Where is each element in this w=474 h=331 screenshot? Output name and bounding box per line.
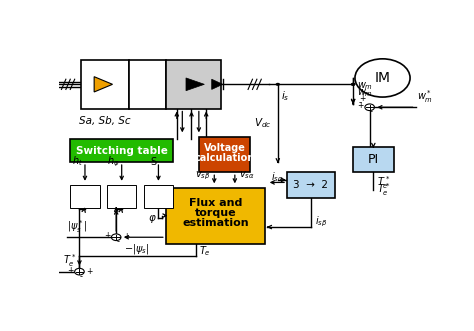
FancyBboxPatch shape bbox=[107, 185, 137, 208]
Circle shape bbox=[351, 83, 356, 86]
FancyBboxPatch shape bbox=[166, 188, 265, 244]
Text: $V_{dc}$: $V_{dc}$ bbox=[254, 117, 272, 130]
Text: +: + bbox=[104, 231, 110, 240]
Text: -: - bbox=[80, 272, 83, 281]
Text: -: - bbox=[359, 98, 362, 107]
Polygon shape bbox=[212, 79, 223, 89]
Text: $i_s$: $i_s$ bbox=[282, 90, 290, 103]
Text: +: + bbox=[67, 266, 73, 275]
Text: $|\psi_s^*|$: $|\psi_s^*|$ bbox=[66, 218, 87, 235]
FancyBboxPatch shape bbox=[287, 172, 335, 198]
Text: $T_e^*$: $T_e^*$ bbox=[377, 174, 390, 191]
Text: -: - bbox=[117, 237, 119, 246]
Text: Flux and: Flux and bbox=[189, 198, 242, 208]
FancyBboxPatch shape bbox=[129, 60, 166, 109]
Text: $w_m$: $w_m$ bbox=[357, 80, 373, 92]
Text: $v_{s\beta}$: $v_{s\beta}$ bbox=[195, 170, 210, 182]
FancyBboxPatch shape bbox=[70, 185, 100, 208]
Circle shape bbox=[355, 59, 410, 97]
Text: $-|\psi_s|$: $-|\psi_s|$ bbox=[124, 242, 149, 256]
FancyBboxPatch shape bbox=[144, 185, 173, 208]
Text: S: S bbox=[150, 157, 156, 166]
Text: Sa, Sb, Sc: Sa, Sb, Sc bbox=[79, 116, 131, 126]
Text: $\varphi$: $\varphi$ bbox=[148, 213, 156, 225]
Text: PI: PI bbox=[368, 153, 379, 166]
Circle shape bbox=[351, 83, 356, 86]
Text: $h_t$: $h_t$ bbox=[72, 155, 83, 168]
Text: $v_{s\alpha}$: $v_{s\alpha}$ bbox=[238, 169, 254, 181]
Circle shape bbox=[365, 104, 374, 111]
Text: +: + bbox=[359, 94, 365, 103]
Text: +: + bbox=[86, 267, 92, 276]
Circle shape bbox=[275, 83, 280, 86]
Text: torque: torque bbox=[194, 208, 236, 218]
Polygon shape bbox=[94, 77, 112, 92]
Text: $T_e^*$: $T_e^*$ bbox=[377, 182, 390, 199]
FancyBboxPatch shape bbox=[199, 137, 250, 172]
Text: 3  →  2: 3 → 2 bbox=[293, 180, 328, 190]
FancyBboxPatch shape bbox=[70, 139, 173, 162]
Text: calculation: calculation bbox=[194, 153, 255, 163]
Text: Switching table: Switching table bbox=[76, 146, 168, 156]
Text: +: + bbox=[357, 102, 364, 111]
Text: $T_e^*$: $T_e^*$ bbox=[63, 252, 76, 269]
Text: Voltage: Voltage bbox=[204, 143, 246, 153]
Text: $w_m$: $w_m$ bbox=[357, 87, 373, 99]
Text: $i_{s\alpha}$: $i_{s\alpha}$ bbox=[271, 170, 283, 184]
Polygon shape bbox=[186, 78, 204, 91]
Text: +: + bbox=[123, 232, 129, 241]
FancyBboxPatch shape bbox=[82, 60, 129, 109]
Text: IM: IM bbox=[374, 71, 391, 85]
FancyBboxPatch shape bbox=[353, 147, 393, 172]
Circle shape bbox=[111, 234, 121, 241]
Text: -: - bbox=[370, 107, 373, 117]
Text: estimation: estimation bbox=[182, 218, 249, 228]
Text: $w_m^*$: $w_m^*$ bbox=[418, 88, 434, 105]
Text: $h_\varphi$: $h_\varphi$ bbox=[107, 155, 120, 169]
Circle shape bbox=[75, 268, 84, 275]
Text: $i_{s\beta}$: $i_{s\beta}$ bbox=[315, 215, 327, 229]
Text: $T_e$: $T_e$ bbox=[199, 244, 211, 258]
FancyBboxPatch shape bbox=[166, 60, 221, 109]
